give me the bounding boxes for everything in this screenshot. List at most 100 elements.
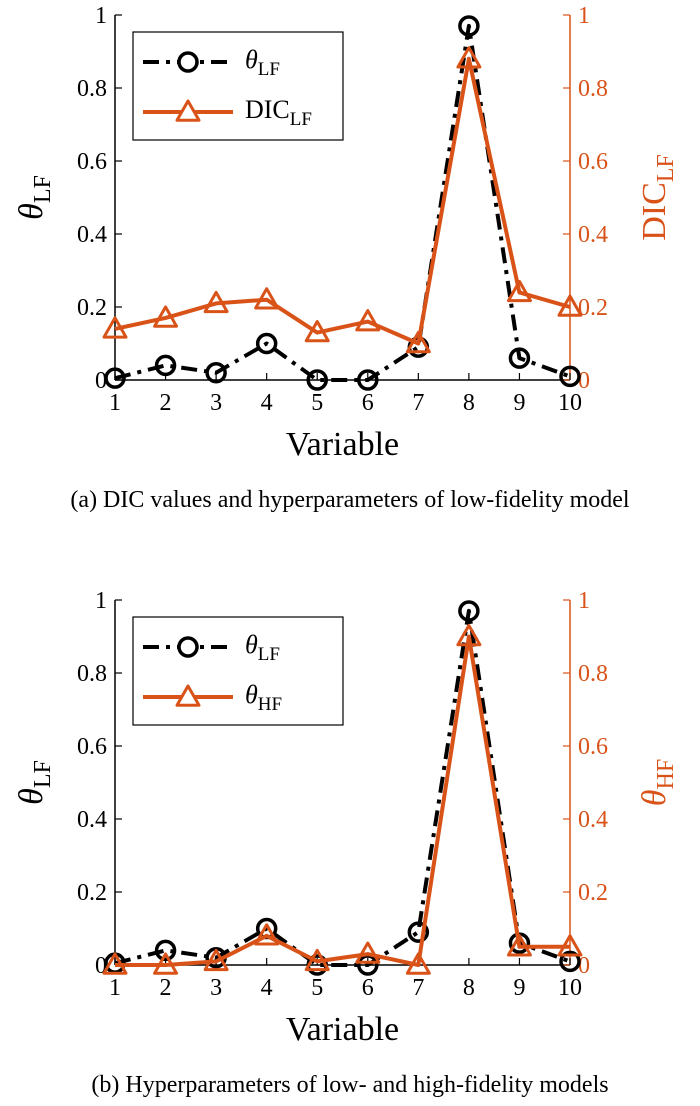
x-tick-label: 10 xyxy=(558,390,582,416)
data-point-circle xyxy=(154,939,177,962)
data-point-triangle xyxy=(506,279,532,303)
y-tick-label-right: 0.6 xyxy=(578,734,608,760)
y-tick-label-left: 0.4 xyxy=(77,222,107,248)
x-tick-label: 2 xyxy=(160,390,172,416)
x-tick-label: 3 xyxy=(210,390,222,416)
y-axis-title-left-group: θLF xyxy=(13,175,56,220)
chart-svg-a: 0 0 0.2 0.2 0.4 0.4 0.6 0.6 0.8 0.8 1 1 1 2 3 4 5 6 7 8 9 10 V… xyxy=(13,3,679,463)
caption-b: (b) Hyperparameters of low- and high-fid… xyxy=(91,1072,609,1098)
data-point-triangle xyxy=(405,331,431,354)
x-tick-label: 10 xyxy=(558,975,582,1001)
x-tick-label: 2 xyxy=(160,975,172,1001)
y-tick-label-right: 0 xyxy=(578,368,590,394)
chart-panel-b: 0 0 0.2 0.2 0.4 0.4 0.6 0.6 0.8 0.8 1 1 1 2 3 4 5 6 7 8 9 10 V… xyxy=(0,585,700,1085)
y-tick-label-left: 1 xyxy=(95,3,107,29)
y-tick-label-left: 0.8 xyxy=(77,76,107,102)
data-point-circle xyxy=(255,332,278,355)
legend-label: DICLF xyxy=(245,95,312,130)
y-axis-title-right: DICLF xyxy=(636,154,679,241)
y-tick-label-left: 0.4 xyxy=(77,807,107,833)
y-tick-label-left: 0.6 xyxy=(77,149,107,175)
data-point-circle xyxy=(104,367,126,389)
legend-label: θHF xyxy=(245,680,282,715)
legend-marker-triangle xyxy=(175,684,201,707)
x-tick-label: 7 xyxy=(412,390,424,416)
y-axis-title-left: θLF xyxy=(13,175,56,220)
x-tick-label: 4 xyxy=(261,975,273,1001)
data-point-triangle xyxy=(506,934,532,957)
data-point-triangle xyxy=(102,952,128,975)
x-tick-label: 1 xyxy=(109,390,121,416)
data-point-triangle xyxy=(254,923,280,946)
data-point-triangle xyxy=(153,305,179,328)
y-axis-title-left: θLF xyxy=(13,760,56,805)
data-point-triangle xyxy=(203,290,229,314)
x-axis-title: Variable xyxy=(286,1011,399,1048)
y-tick-label-right: 0.2 xyxy=(578,880,608,906)
data-point-circle xyxy=(508,347,531,369)
legend-box xyxy=(132,616,344,726)
y-tick-label-right: 0.8 xyxy=(578,76,608,102)
x-axis-title: Variable xyxy=(286,426,399,463)
y-tick-label-left: 0.8 xyxy=(77,661,107,687)
data-point-triangle xyxy=(456,46,482,69)
x-tick-label: 4 xyxy=(261,390,273,416)
data-point-circle xyxy=(205,361,227,384)
x-tick-label: 1 xyxy=(109,975,121,1001)
data-point-circle xyxy=(508,932,531,954)
x-tick-label: 8 xyxy=(463,390,475,416)
legend-marker-circle xyxy=(177,636,199,658)
y-axis-title-left-group: θLF xyxy=(13,760,56,805)
chart-panel-a: 0 0 0.2 0.2 0.4 0.4 0.6 0.6 0.8 0.8 1 1 1 2 3 4 5 6 7 8 9 10 V… xyxy=(0,0,700,500)
y-axis-title-right: θHF xyxy=(636,759,679,806)
x-tick-label: 5 xyxy=(311,975,323,1001)
legend-marker-circle xyxy=(177,51,199,73)
y-axis-title-right-group: DICLF xyxy=(636,154,679,241)
series-line-left xyxy=(114,23,571,382)
x-tick-label: 8 xyxy=(463,975,475,1001)
data-point-triangle xyxy=(456,624,482,647)
y-tick-label-left: 0.2 xyxy=(77,295,107,321)
y-tick-label-right: 0 xyxy=(578,953,590,979)
data-point-circle xyxy=(407,921,430,943)
data-point-triangle xyxy=(304,320,330,343)
y-tick-label-left: 0.2 xyxy=(77,880,107,906)
y-axis-title-right-group: θHF xyxy=(636,759,679,806)
data-point-circle xyxy=(559,365,581,388)
x-tick-label: 6 xyxy=(362,390,374,416)
data-point-circle xyxy=(357,369,379,391)
x-tick-label: 3 xyxy=(210,975,222,1001)
data-point-triangle xyxy=(355,941,381,964)
chart-svg-b: 0 00.2 0.20.4 0.40.6 0.60.8 0.81 11 2 3 4 5 6 7 8 9 10V… xyxy=(13,588,679,1048)
y-tick-label-right: 1 xyxy=(578,588,590,614)
y-tick-label-right: 0.4 xyxy=(578,222,608,248)
x-tick-label: 9 xyxy=(513,975,525,1001)
data-point-triangle xyxy=(153,952,179,975)
y-tick-label-left: 0.6 xyxy=(77,734,107,760)
data-point-triangle xyxy=(405,952,431,975)
y-tick-label-right: 0.8 xyxy=(578,661,608,687)
caption-a: (a) DIC values and hyperparameters of lo… xyxy=(70,487,630,513)
series-line-right xyxy=(114,56,571,346)
data-point-circle xyxy=(559,950,581,973)
data-point-triangle xyxy=(557,294,583,317)
data-point-triangle xyxy=(254,287,280,310)
y-tick-label-right: 0.6 xyxy=(578,149,608,175)
series-line-right xyxy=(115,634,570,967)
y-tick-label-left: 0 xyxy=(95,368,107,394)
series-line-left xyxy=(114,608,571,967)
y-tick-label-right: 1 xyxy=(578,3,590,29)
y-tick-label-right: 0.4 xyxy=(578,807,608,833)
y-tick-label-right: 0.2 xyxy=(578,295,608,321)
x-tick-label: 9 xyxy=(513,390,525,416)
data-point-circle xyxy=(458,600,480,622)
legend-label: θLF xyxy=(245,630,280,665)
data-point-triangle xyxy=(557,934,583,957)
data-point-triangle xyxy=(355,309,381,332)
legend-box xyxy=(132,31,344,141)
x-tick-label: 6 xyxy=(362,975,374,1001)
data-point-triangle xyxy=(304,948,330,972)
x-tick-label: 5 xyxy=(311,390,323,416)
legend-label: θLF xyxy=(245,45,280,80)
y-tick-label-left: 1 xyxy=(95,588,107,614)
